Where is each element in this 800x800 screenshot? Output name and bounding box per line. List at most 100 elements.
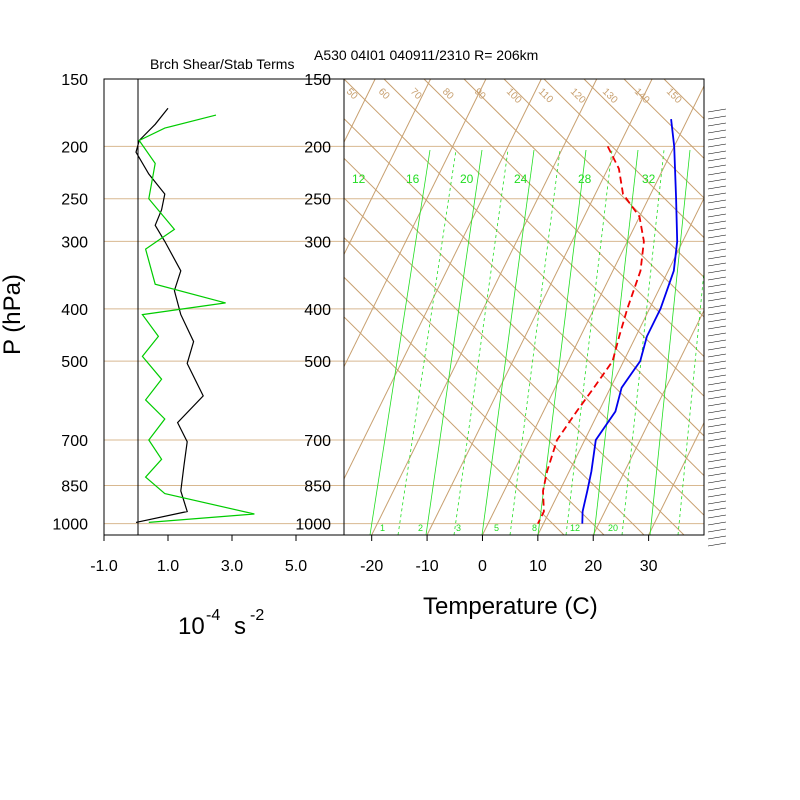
wind-barb [707,479,727,484]
wind-barb [707,255,727,260]
wind-barb [707,332,727,337]
dry-adiabat-label: 110 [536,86,555,105]
wind-barb [707,290,727,295]
mixing-ratio-line [621,149,665,535]
dewpoint-line [537,145,645,524]
wind-barb [707,150,727,155]
wind-barb [707,521,727,526]
dry-adiabat-line [344,236,645,535]
wind-barb [707,192,727,197]
dry-adiabat-line [344,276,605,535]
wind-barb [707,367,727,372]
mid-y-tick-label: 700 [304,433,331,450]
mixing-ratio-labels: 12 16 20 24 28 32 [352,172,656,186]
stability-line [135,107,204,523]
wind-barb [707,178,727,183]
dry-adiabat-line [383,79,704,397]
isotherm-line [648,421,704,535]
mid-y-tick-label: 150 [304,72,331,89]
right-x-tick-label: 20 [584,558,602,575]
dry-adiabat-line [703,79,704,80]
dry-adiabat-line [344,316,565,535]
mixing-ratio-label: 28 [578,172,592,186]
left-x-unit-label: 10 -4 s -2 [178,607,264,640]
wind-barb [707,108,727,113]
svg-text:10: 10 [178,613,205,640]
dry-adiabat-line [623,79,704,160]
wind-barb [707,129,727,134]
wind-barb [707,143,727,148]
temperature-axis-label: Temperature (C) [423,593,598,620]
skew-t-series [537,118,679,524]
wind-barb [707,416,727,421]
right-x-tick-label: -20 [360,558,383,575]
temperature-line [581,118,679,524]
svg-text:-2: -2 [250,607,264,624]
mixing-ratio-line [509,149,561,535]
left-x-tick-label: 3.0 [221,558,243,575]
wind-barb [707,458,727,463]
dry-adiabat-label: 80 [440,86,456,102]
wind-barb [707,465,727,470]
left-y-tick-label: 150 [61,72,88,89]
mixing-ratio-lines [369,149,704,535]
dry-adiabat-line [344,117,704,477]
mid-y-tick-label: 250 [304,192,331,209]
bottom-mixing-label: 20 [608,523,618,533]
wind-barb [707,325,727,330]
mid-y-tick-label: 200 [304,139,331,156]
right-x-tick-label: 0 [478,558,487,575]
wind-barb [707,199,727,204]
wind-barb [707,514,727,519]
dry-adiabat-line [744,79,800,535]
mixing-ratio-label: 20 [460,172,474,186]
wind-barb [707,486,727,491]
dry-adiabat-line [583,79,704,199]
svg-text:-4: -4 [206,607,220,624]
wind-barb [707,472,727,477]
mixing-ratio-label: 12 [352,172,366,186]
isotherm-line [95,79,320,535]
right-x-tick-label: -10 [416,558,439,575]
wind-barb [707,136,727,141]
wind-barb [707,234,727,239]
wind-barb [707,276,727,281]
wind-barb [707,507,727,512]
wind-barb [707,423,727,428]
skew-t-grid [95,79,800,535]
wind-barb [707,220,727,225]
wind-barb [707,444,727,449]
wind-barb [707,374,727,379]
mid-y-tick-label: 300 [304,234,331,251]
mixing-ratio-label: 32 [642,172,656,186]
wind-barb [707,339,727,344]
mid-y-tick-label: 850 [304,478,331,495]
wind-barb [707,311,727,316]
left-y-tick-label: 700 [61,433,88,450]
wind-barb [707,500,727,505]
isotherm-line [703,533,704,535]
wind-barb [707,213,727,218]
bottom-mixing-label: 12 [570,523,580,533]
bottom-mixing-label: 5 [494,523,499,533]
left-x-tick-labels: -1.0 1.0 3.0 5.0 [90,535,307,575]
wind-barb [707,437,727,442]
dry-adiabat-line [344,157,704,516]
wind-barb [707,360,727,365]
left-y-tick-label: 850 [61,478,88,495]
left-x-tick-label: 1.0 [157,558,179,575]
right-panel-title: A530 04I01 040911/2310 R= 206km [314,47,538,63]
left-y-tick-label: 400 [61,302,88,319]
isotherm-line [344,79,431,256]
wind-barb [707,430,727,435]
wind-barb [707,206,727,211]
wind-barbs [707,108,727,547]
left-x-tick-label: -1.0 [90,558,118,575]
mixing-ratio-line [369,149,431,535]
wind-barb [707,304,727,309]
isotherm-line [759,79,800,535]
left-y-tick-label: 500 [61,354,88,371]
dry-adiabat-label: 50 [344,86,360,102]
wind-barb [707,122,727,127]
wind-barb [707,185,727,190]
